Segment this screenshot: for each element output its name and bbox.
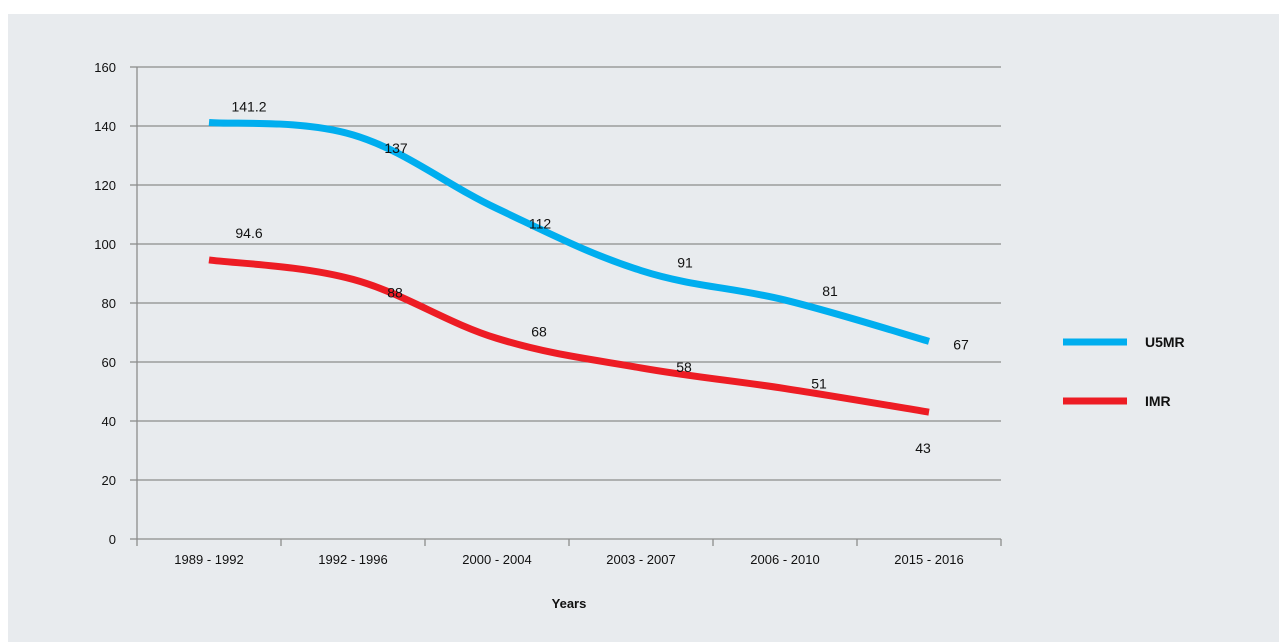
series-line-imr	[208, 256, 930, 416]
x-tick-label: 1989 - 1992	[174, 552, 243, 567]
grid-lines	[137, 66, 1001, 481]
series-line-u5mr	[208, 118, 930, 345]
x-tick-label: 2015 - 2016	[894, 552, 963, 567]
y-tick-label: 0	[109, 532, 116, 547]
y-tick-label: 140	[94, 119, 116, 134]
y-tick-label: 80	[102, 296, 116, 311]
x-tick-label: 2006 - 2010	[750, 552, 819, 567]
data-label-u5mr: 91	[677, 255, 693, 271]
y-tick-label: 60	[102, 355, 116, 370]
data-label-u5mr: 81	[822, 283, 838, 299]
legend-label-imr[interactable]: IMR	[1145, 393, 1171, 409]
data-label-u5mr: 67	[953, 336, 969, 352]
x-tick-label: 2003 - 2007	[606, 552, 675, 567]
data-label-imr: 51	[811, 376, 827, 392]
data-label-imr: 94.6	[235, 225, 262, 241]
x-axis-title: Years	[552, 596, 587, 611]
data-label-u5mr: 141.2	[231, 98, 266, 114]
chart-panel: 0 20 40 60 80 100 120 140 160 1989 - 1992 1992 - …	[8, 14, 1279, 642]
data-label-u5mr: 112	[529, 216, 552, 232]
legend-label-u5mr[interactable]: U5MR	[1145, 334, 1185, 350]
data-label-imr: 88	[387, 284, 403, 300]
x-axis-ticks: 1989 - 1992 1992 - 1996 2000 - 2004 2003 - …	[136, 539, 1002, 567]
x-tick-label: 2000 - 2004	[462, 552, 531, 567]
y-tick-label: 120	[94, 178, 116, 193]
y-axis-ticks: 0 20 40 60 80 100 120 140 160	[94, 60, 137, 547]
data-label-imr: 43	[915, 440, 931, 456]
data-labels: 141.2 137 112 91 81 67 94.6 88 68 58 51 43	[231, 98, 969, 456]
data-label-imr: 68	[531, 323, 547, 339]
x-tick-label: 1992 - 1996	[318, 552, 387, 567]
legend[interactable]: U5MR IMR	[1063, 334, 1185, 409]
y-tick-label: 100	[94, 237, 116, 252]
y-tick-label: 20	[102, 473, 116, 488]
line-chart: 0 20 40 60 80 100 120 140 160 1989 - 1992 1992 - …	[94, 60, 1185, 611]
series-lines	[208, 118, 930, 416]
y-tick-label: 160	[94, 60, 116, 75]
y-tick-label: 40	[102, 414, 116, 429]
data-label-u5mr: 137	[384, 140, 408, 156]
data-label-imr: 58	[676, 359, 692, 375]
